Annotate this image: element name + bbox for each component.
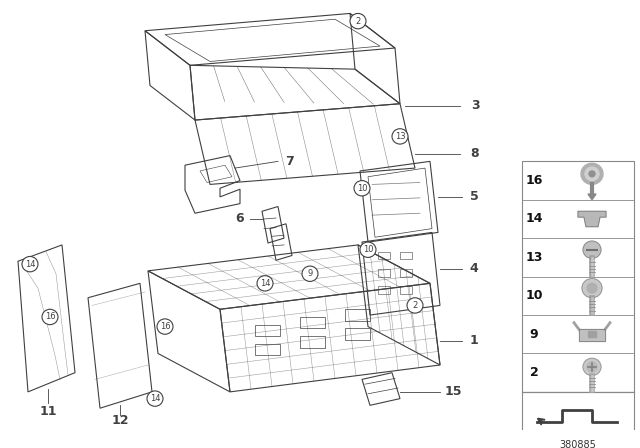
Text: 13: 13: [525, 251, 543, 264]
Text: 7: 7: [285, 155, 294, 168]
Bar: [255, 344, 280, 355]
Text: 16: 16: [525, 174, 543, 187]
Circle shape: [257, 276, 273, 291]
Polygon shape: [578, 211, 606, 227]
Text: 9: 9: [307, 269, 312, 278]
Text: 1: 1: [470, 335, 478, 348]
Bar: [378, 269, 390, 276]
Bar: [378, 286, 390, 294]
Circle shape: [587, 362, 597, 372]
Bar: [345, 309, 370, 321]
Circle shape: [22, 256, 38, 272]
Polygon shape: [579, 329, 605, 341]
Circle shape: [581, 163, 603, 185]
Circle shape: [583, 241, 601, 258]
Text: 12: 12: [111, 414, 129, 427]
Circle shape: [360, 242, 376, 258]
Circle shape: [157, 319, 173, 334]
Circle shape: [354, 181, 370, 196]
Bar: [522, 392, 634, 432]
Bar: [400, 286, 412, 294]
Text: 2: 2: [355, 17, 360, 26]
Text: 11: 11: [39, 405, 57, 418]
Text: 14: 14: [25, 260, 35, 269]
Text: 4: 4: [470, 263, 478, 276]
Text: 14: 14: [150, 394, 160, 403]
Text: 8: 8: [470, 147, 479, 160]
Text: 6: 6: [236, 212, 244, 225]
Circle shape: [350, 13, 366, 29]
Text: 2: 2: [530, 366, 538, 379]
Circle shape: [392, 129, 408, 144]
Bar: [300, 317, 325, 328]
Text: 380885: 380885: [559, 440, 596, 448]
Circle shape: [583, 358, 601, 375]
Bar: [588, 332, 596, 337]
Circle shape: [42, 309, 58, 325]
Circle shape: [407, 298, 423, 313]
Text: 3: 3: [470, 99, 479, 112]
Text: 16: 16: [45, 312, 55, 322]
Circle shape: [587, 283, 597, 293]
Circle shape: [582, 279, 602, 298]
Text: 10: 10: [363, 245, 373, 254]
Bar: [522, 161, 634, 392]
Circle shape: [585, 167, 599, 181]
Text: 13: 13: [395, 132, 405, 141]
Circle shape: [589, 171, 595, 177]
Polygon shape: [588, 194, 596, 200]
Bar: [255, 325, 280, 336]
Text: 14: 14: [260, 279, 270, 288]
Text: 10: 10: [356, 184, 367, 193]
Text: 2: 2: [412, 301, 418, 310]
Text: 16: 16: [160, 322, 170, 331]
Text: 10: 10: [525, 289, 543, 302]
Bar: [400, 269, 412, 276]
Text: 15: 15: [444, 385, 461, 398]
Text: 9: 9: [530, 328, 538, 341]
Bar: [400, 252, 412, 259]
Circle shape: [147, 391, 163, 406]
Bar: [345, 328, 370, 340]
Text: 5: 5: [470, 190, 478, 203]
Bar: [378, 252, 390, 259]
Text: 14: 14: [525, 212, 543, 225]
Circle shape: [302, 266, 318, 281]
Bar: [300, 336, 325, 348]
